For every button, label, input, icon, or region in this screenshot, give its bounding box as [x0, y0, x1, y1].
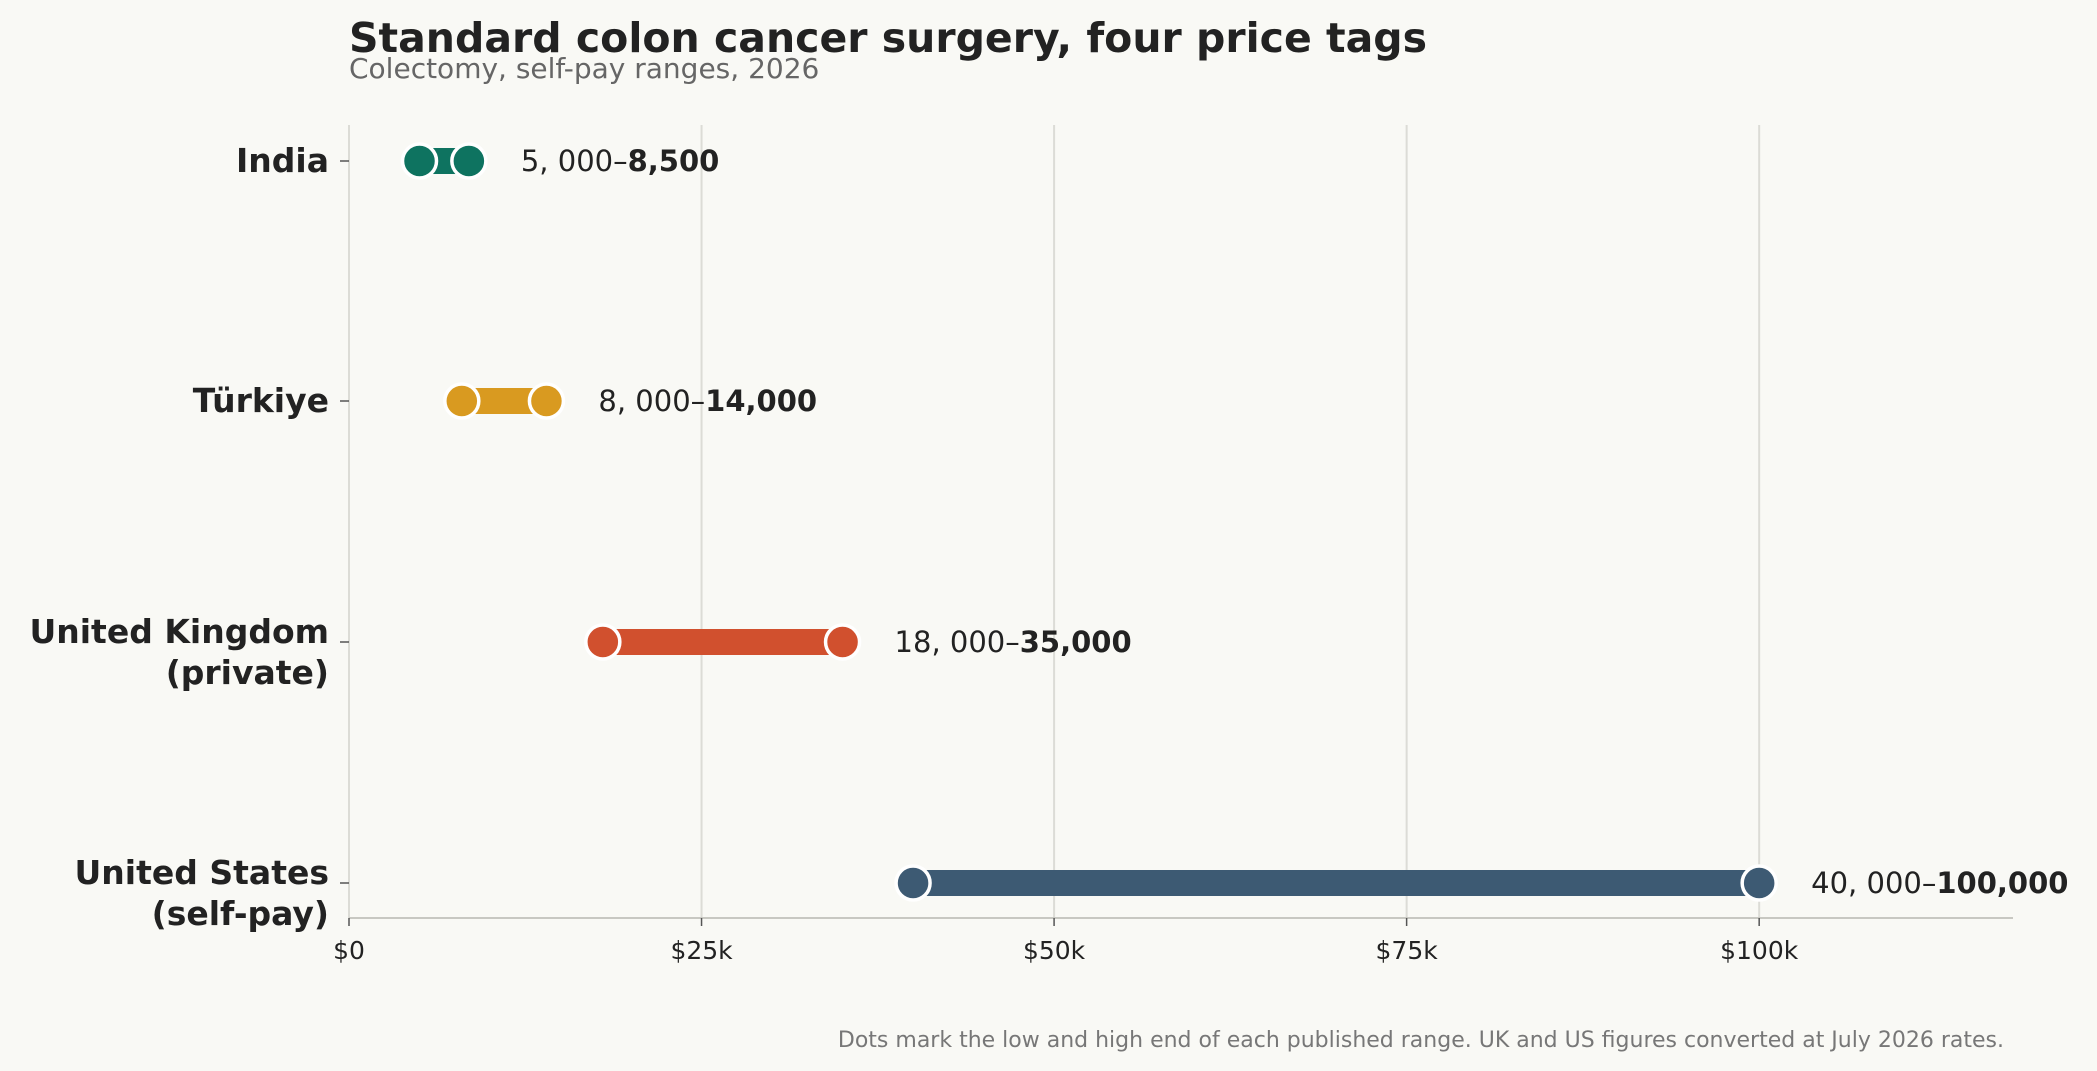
low-dot: [584, 623, 622, 661]
x-tick-label: $50k: [1023, 936, 1086, 965]
high-dot: [823, 623, 862, 661]
x-tick-label: $100k: [1720, 936, 1799, 965]
low-dot: [400, 142, 439, 180]
range-label: 8, 000–14,000: [598, 384, 817, 418]
range-label-low: 5, 000–: [521, 144, 628, 178]
range-label-high: 8,500: [628, 144, 720, 178]
range-label-low: 40, 000–: [1811, 866, 1936, 900]
range-label-high: 35,000: [1020, 625, 1132, 659]
range-label-low: 8, 000–: [598, 384, 705, 418]
range-label-low: 18, 000–: [895, 625, 1020, 659]
chart-title: Standard colon cancer surgery, four pric…: [349, 14, 1427, 62]
range-label: 18, 000–35,000: [895, 625, 1132, 659]
footnote: Dots mark the low and high end of each p…: [838, 1028, 2004, 1053]
category-label: Türkiye: [193, 381, 329, 420]
range-label-high: 100,000: [1936, 866, 2068, 900]
low-dot: [443, 382, 481, 420]
chart-subtitle: Colectomy, self-pay ranges, 2026: [349, 52, 819, 85]
high-dot: [527, 382, 566, 420]
high-dot: [450, 142, 488, 180]
plot-area: 5, 000–8,500 8, 000–14,000 18, 000–35,000 4…: [400, 142, 2068, 902]
category-label: United States: [75, 853, 329, 892]
category-label: United Kingdom: [29, 612, 329, 651]
high-dot: [1740, 864, 1778, 902]
x-tick-label: $0: [333, 936, 365, 965]
category-label: (self-pay): [152, 894, 329, 933]
grid: [348, 125, 1761, 918]
low-dot: [894, 864, 932, 902]
x-tick-label: $75k: [1376, 936, 1439, 965]
category-label: India: [236, 141, 329, 180]
axes: $0 $25k $50k $75k $100k India Türkiye United Ki…: [29, 141, 2013, 965]
x-tick-label: $25k: [670, 936, 733, 965]
range-label-high: 14,000: [705, 384, 817, 418]
range-label: 5, 000–8,500: [521, 144, 719, 178]
category-label: (private): [166, 653, 329, 692]
range-label: 40, 000–100,000: [1811, 866, 2068, 900]
